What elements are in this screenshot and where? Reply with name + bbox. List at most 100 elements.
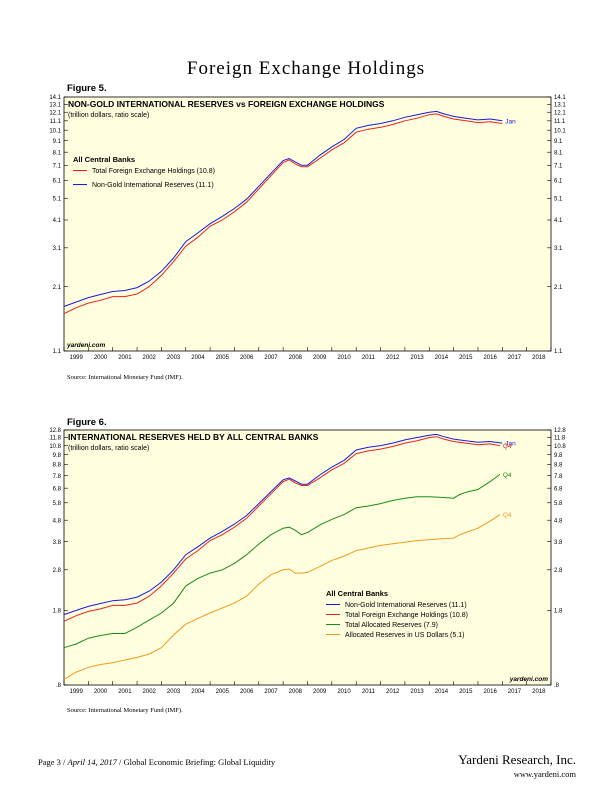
- x-tick-label: 2014: [435, 355, 449, 361]
- y-tick-label-right: 1.1: [554, 349, 563, 355]
- chart-title: INTERNATIONAL RESERVES HELD BY ALL CENTR…: [68, 432, 319, 442]
- x-tick-label: 2001: [118, 689, 132, 695]
- x-tick-label: 2006: [240, 355, 254, 361]
- x-tick-label: 2018: [532, 689, 546, 695]
- legend-title: All Central Banks: [326, 589, 388, 598]
- y-tick-label-left: 5.8: [53, 501, 62, 507]
- x-tick-label: 2014: [435, 689, 449, 695]
- y-tick-label-left: 13.1: [49, 103, 61, 109]
- y-tick-label-left: 4.8: [53, 518, 62, 524]
- footer-page: Page 3: [38, 757, 61, 767]
- x-tick-label: 2004: [191, 689, 205, 695]
- y-tick-label-left: 8.1: [53, 150, 62, 156]
- y-tick-label-right: 6.8: [554, 486, 563, 492]
- y-tick-label-right: 3.8: [554, 540, 563, 546]
- x-tick-label: 2000: [94, 355, 108, 361]
- x-tick-label: 2003: [167, 355, 181, 361]
- y-tick-label-left: 10.8: [49, 444, 61, 450]
- y-tick-label-right: 8.8: [554, 463, 563, 469]
- chart-subtitle: (trillion dollars, ratio scale): [68, 112, 149, 119]
- y-tick-label-right: 11.8: [554, 436, 566, 442]
- x-tick-label: 2007: [264, 355, 278, 361]
- x-tick-label: 2005: [216, 355, 230, 361]
- y-tick-label-right: 10.1: [554, 128, 566, 134]
- y-tick-label-right: 4.1: [554, 218, 563, 224]
- chart-figure-5: 1.12.13.14.15.16.17.18.19.110.111.112.11…: [49, 95, 566, 361]
- x-tick-label: 2005: [216, 689, 230, 695]
- y-tick-label-left: 7.8: [53, 474, 62, 480]
- y-tick-label-left: 11.8: [50, 436, 62, 442]
- y-tick-label-left: 7.1: [53, 164, 62, 170]
- y-tick-label-left: 2.1: [53, 285, 62, 291]
- x-tick-label: 2010: [337, 689, 351, 695]
- y-tick-label-right: 7.8: [554, 474, 563, 480]
- y-tick-label-right: 5.1: [554, 196, 563, 202]
- y-tick-label-left: 11.1: [50, 119, 62, 125]
- x-tick-label: 2001: [118, 355, 132, 361]
- series-line: [63, 110, 503, 307]
- x-tick-label: 2009: [313, 355, 327, 361]
- figure-5-label: Figure 5.: [67, 83, 107, 94]
- series-end-label: Q4: [503, 512, 512, 519]
- figure-5-source: Source: International Monetary Fund (IMF…: [67, 374, 183, 381]
- y-tick-label-left: 10.1: [49, 128, 61, 134]
- x-tick-label: 2009: [313, 689, 327, 695]
- x-tick-label: 1999: [69, 689, 83, 695]
- legend-label: Total Foreign Exchange Holdings (10.8): [92, 168, 215, 175]
- legend-label: Allocated Reserves in US Dollars (5.1): [345, 632, 464, 639]
- y-tick-label-left: 3.8: [53, 540, 62, 546]
- x-tick-label: 2008: [289, 355, 303, 361]
- y-tick-label-left: 2.8: [53, 568, 62, 574]
- x-tick-label: 2007: [264, 689, 278, 695]
- x-tick-label: 2013: [410, 355, 424, 361]
- y-tick-label-left: 4.1: [53, 218, 62, 224]
- y-tick-label-left: 1.1: [53, 349, 62, 355]
- y-tick-label-left: 5.1: [53, 196, 62, 202]
- x-tick-label: 2016: [483, 689, 497, 695]
- y-tick-label-right: 14.1: [554, 95, 566, 101]
- footer-url: www.yardeni.com: [513, 769, 576, 779]
- x-tick-label: 2011: [362, 355, 376, 361]
- y-tick-label-right: 6.1: [554, 179, 563, 185]
- legend-label: Non-Gold International Reserves (11.1): [345, 602, 467, 609]
- figure-6-label: Figure 6.: [67, 417, 107, 428]
- y-tick-label-right: 5.8: [554, 501, 563, 507]
- y-tick-label-left: 6.8: [53, 486, 62, 492]
- y-tick-label-left: 3.1: [53, 246, 62, 252]
- series-end-label: Jan: [505, 441, 516, 448]
- watermark: yardeni.com: [509, 676, 549, 683]
- plot-area: [63, 429, 552, 686]
- y-tick-label-left: 12.8: [49, 428, 61, 434]
- y-tick-label-left: 9.1: [53, 139, 62, 145]
- x-tick-label: 2011: [362, 689, 376, 695]
- y-tick-label-right: 2.1: [554, 285, 563, 291]
- y-tick-label-right: 8.1: [554, 150, 563, 156]
- page-title: Foreign Exchange Holdings: [186, 58, 426, 79]
- y-tick-label-left: 1.8: [53, 609, 62, 615]
- x-tick-label: 2018: [532, 355, 546, 361]
- x-tick-label: 2015: [459, 355, 473, 361]
- y-tick-label-right: 13.1: [554, 103, 566, 109]
- footer-citation: Page 3 / April 14, 2017 / Global Economi…: [38, 757, 276, 767]
- x-tick-label: 2002: [143, 355, 157, 361]
- chart-subtitle: (trillion dollars, ratio scale): [68, 445, 149, 452]
- y-tick-label-right: 11.1: [554, 119, 566, 125]
- figure-6-source: Source: International Monetary Fund (IMF…: [67, 707, 183, 714]
- x-tick-label: 2012: [386, 689, 400, 695]
- x-tick-label: 2017: [508, 355, 522, 361]
- x-tick-label: 2004: [191, 355, 205, 361]
- x-tick-label: 2008: [289, 689, 303, 695]
- y-tick-label-right: 4.8: [554, 518, 563, 524]
- legend-title: All Central Banks: [73, 155, 135, 164]
- series-line: [63, 514, 501, 680]
- x-tick-label: 2006: [240, 689, 254, 695]
- x-tick-label: 2000: [94, 689, 108, 695]
- series-line: [63, 473, 501, 649]
- footer-brand: Yardeni Research, Inc.: [458, 752, 576, 767]
- y-tick-label-right: 12.1: [554, 110, 566, 116]
- x-tick-label: 2012: [386, 355, 400, 361]
- x-tick-label: 1999: [69, 355, 83, 361]
- y-tick-label-right: 9.1: [554, 139, 563, 145]
- footer-doc: Global Economic Briefing: Global Liquidi…: [123, 757, 276, 767]
- x-tick-label: 2016: [483, 355, 497, 361]
